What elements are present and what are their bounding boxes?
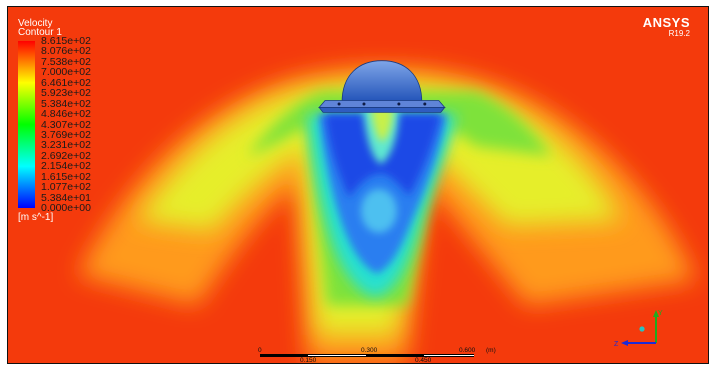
scale-segment-4: [424, 354, 474, 357]
contour-name: Contour 1: [18, 27, 62, 38]
legend-tick-6: 5.384e+02: [41, 97, 91, 110]
scale-label-0150: 0.150: [300, 357, 317, 364]
legend-tick-11: 2.692e+02: [41, 149, 91, 162]
legend-tick-14: 1.077e+02: [41, 181, 91, 194]
legend-tick-0: 8.615e+02: [41, 35, 91, 47]
scale-label-0600: 0.600: [459, 347, 476, 354]
x-axis-dot: [639, 326, 645, 332]
scale-segment-1: [260, 354, 308, 357]
scale-label-0: 0: [258, 347, 262, 354]
legend-tick-12: 2.154e+02: [41, 160, 91, 173]
scale-label-0300: 0.300: [361, 347, 378, 354]
legend-tick-4: 6.461e+02: [41, 76, 91, 89]
legend-tick-1: 8.076e+02: [41, 45, 91, 58]
scale-bar: 0 0.300 0.600 (m) 0.150 0.450: [250, 347, 510, 363]
axis-triad[interactable]: Y Z: [612, 307, 672, 355]
logo-version: R19.2: [668, 29, 690, 38]
y-axis-arrow: [653, 310, 659, 317]
z-axis-label: Z: [614, 341, 619, 348]
legend-color-bar: [18, 41, 35, 208]
legend-tick-2: 7.538e+02: [41, 55, 91, 68]
variable-title: Velocity: [18, 18, 53, 29]
legend-tick-5: 5.923e+02: [41, 87, 91, 100]
legend-tick-8: 4.307e+02: [41, 118, 91, 131]
legend-tick-16: 0.000e+00: [41, 202, 91, 214]
legend-tick-7: 4.846e+02: [41, 108, 91, 121]
logo-name: ANSYS: [642, 15, 690, 30]
contour-viewport[interactable]: Velocity Contour 1 8.615e+02 8.076e+02 7.5…: [7, 6, 709, 364]
legend-tick-15: 5.384e+01: [41, 191, 91, 204]
legend-tick-13: 1.615e+02: [41, 170, 91, 183]
scale-segment-3: [366, 354, 424, 357]
scale-segment-2: [308, 354, 366, 357]
ansys-logo: ANSYS R19.2: [643, 16, 690, 38]
legend-units: [m s^-1]: [18, 212, 54, 223]
legend-tick-9: 3.769e+02: [41, 128, 91, 141]
z-axis-arrow: [621, 340, 628, 346]
scale-label-0450: 0.450: [415, 357, 432, 364]
velocity-contour-field: [8, 7, 708, 363]
legend-tick-3: 7.000e+02: [41, 66, 91, 79]
y-axis-label: Y: [658, 310, 663, 317]
scale-unit: (m): [486, 347, 496, 354]
legend-tick-10: 3.231e+02: [41, 139, 91, 152]
